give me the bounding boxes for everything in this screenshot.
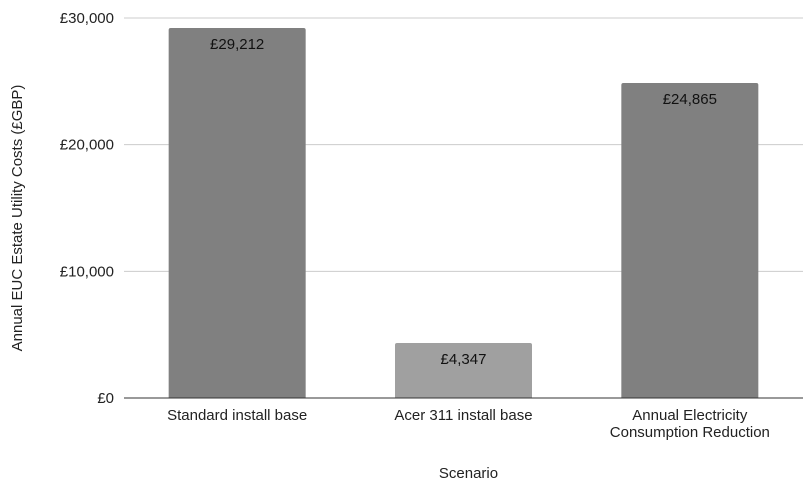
- y-tick-label: £10,000: [60, 263, 114, 280]
- bar-data-label: £24,865: [663, 91, 717, 108]
- bar: [395, 342, 532, 398]
- x-tick-label: Standard install base: [167, 407, 307, 424]
- x-axis-ticks: Standard install base Acer 311 install ba…: [167, 407, 770, 441]
- bar: [621, 83, 759, 398]
- y-tick-label: £20,000: [60, 137, 114, 154]
- bar-data-label: £29,212: [210, 36, 264, 53]
- x-tick-label: Annual Electricity Consumption Reduction: [610, 407, 770, 441]
- bar: [168, 27, 306, 399]
- y-tick-label: £30,000: [60, 10, 114, 27]
- y-axis-title: Annual EUC Estate Utility Costs (£GBP): [9, 85, 26, 352]
- x-tick-label: Acer 311 install base: [394, 407, 532, 424]
- bar-data-label: £4,347: [441, 351, 487, 368]
- y-tick-label: £0: [97, 390, 114, 407]
- bars: [168, 27, 759, 399]
- data-labels: £29,212 £4,347 £24,865: [210, 36, 717, 368]
- x-axis-title: Scenario: [439, 465, 498, 481]
- y-axis-ticks: £0 £10,000 £20,000 £30,000: [60, 10, 114, 407]
